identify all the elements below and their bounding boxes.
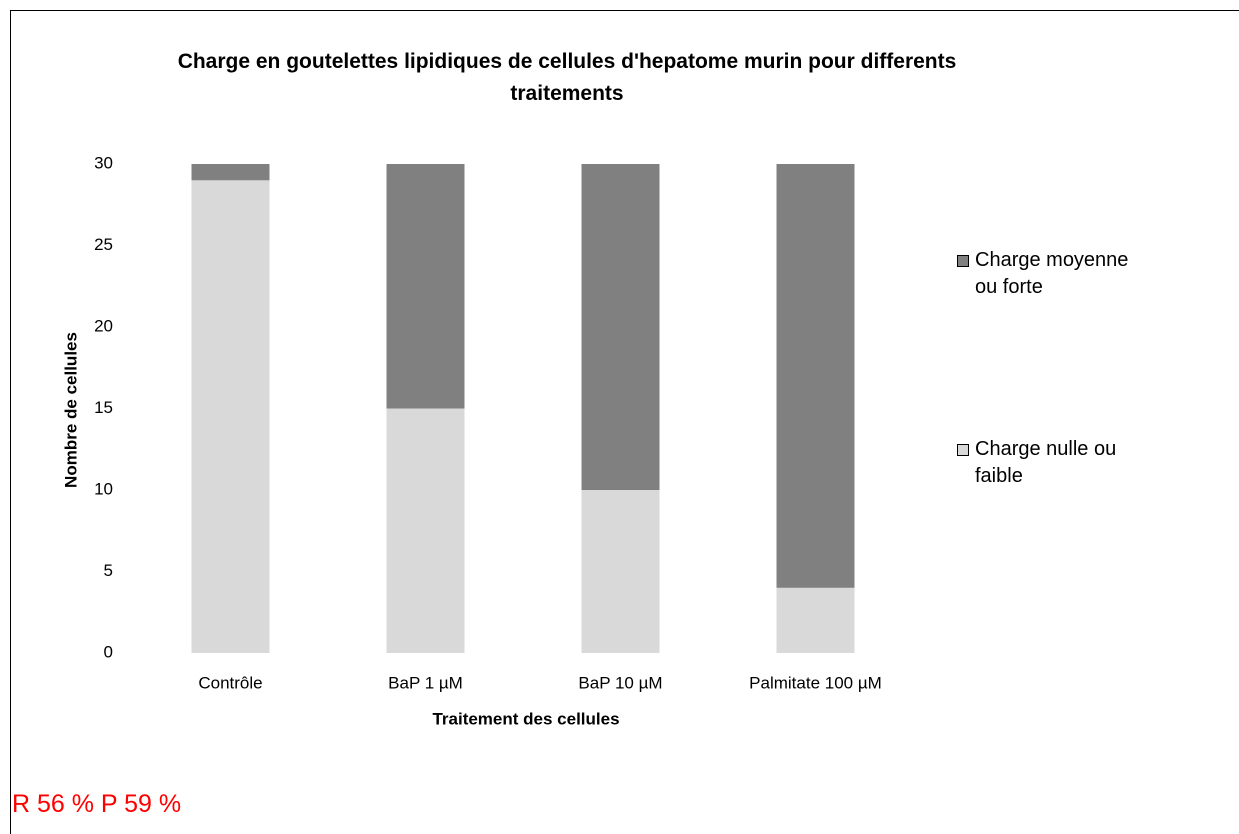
legend-label: Charge moyenne ou forte bbox=[975, 249, 1129, 298]
bar-segment bbox=[776, 587, 855, 653]
x-tick-label: Palmitate 100 µM bbox=[749, 673, 882, 692]
bar-segment bbox=[386, 164, 465, 409]
x-tick-label: BaP 1 µM bbox=[388, 673, 463, 692]
legend-label: Charge nulle ou faible bbox=[975, 438, 1117, 487]
legend-item: Charge nulle ou faible bbox=[957, 436, 1135, 490]
y-tick-label: 10 bbox=[94, 479, 113, 498]
y-tick-label: 20 bbox=[94, 316, 113, 335]
y-tick-label: 25 bbox=[94, 235, 113, 254]
bar-segment bbox=[581, 164, 660, 490]
x-tick-label: BaP 10 µM bbox=[578, 673, 662, 692]
legend-swatch bbox=[957, 255, 969, 267]
y-tick-label: 15 bbox=[94, 398, 113, 417]
bar-segment bbox=[191, 164, 270, 181]
bar-segment bbox=[581, 490, 660, 653]
x-tick-label: Contrôle bbox=[198, 673, 262, 692]
frame bbox=[10, 10, 1239, 834]
y-tick-label: 0 bbox=[104, 642, 113, 661]
chart-title: Charge en goutelettes lipidiques de cell… bbox=[177, 50, 957, 105]
bar-segment bbox=[386, 408, 465, 653]
y-tick-label: 30 bbox=[94, 153, 113, 172]
legend-swatch bbox=[957, 444, 969, 456]
bar-segment bbox=[191, 180, 270, 654]
x-axis-title: Traitement des cellules bbox=[432, 709, 619, 728]
legend-item: Charge moyenne ou forte bbox=[957, 247, 1135, 301]
bar-segment bbox=[776, 164, 855, 588]
y-tick-label: 5 bbox=[104, 561, 113, 580]
annotation: R 56 % P 59 % bbox=[12, 790, 182, 818]
y-axis-title: Nombre de cellules bbox=[61, 332, 80, 488]
